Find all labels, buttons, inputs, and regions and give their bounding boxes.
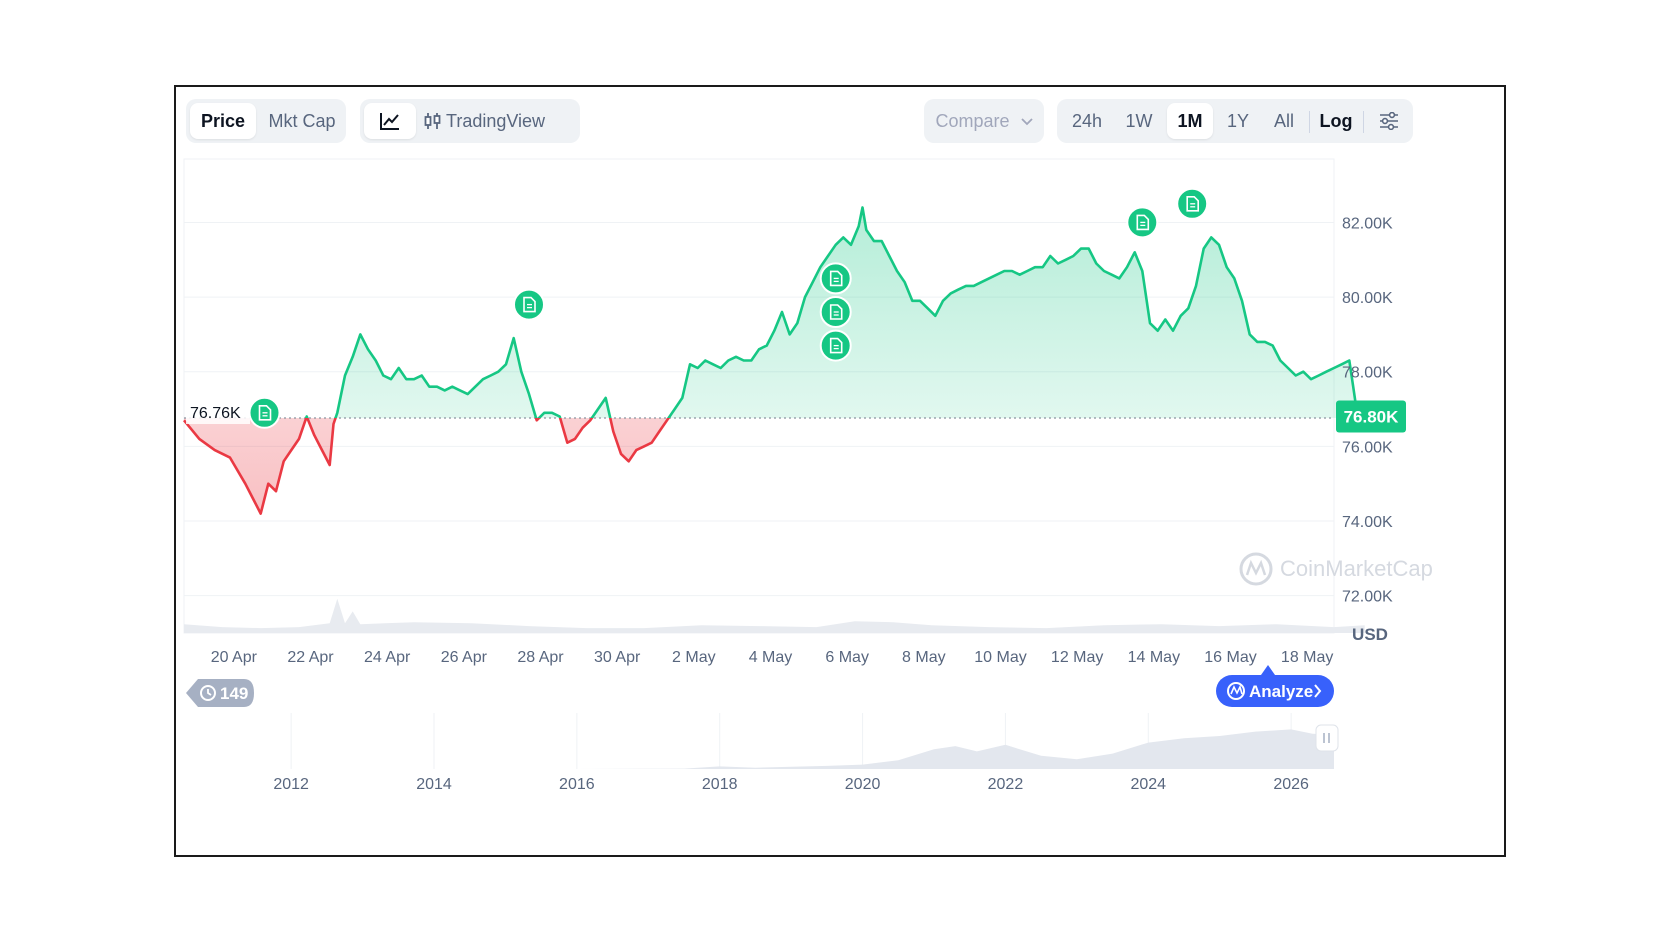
document-icon bbox=[829, 304, 843, 320]
news-marker[interactable] bbox=[1126, 206, 1159, 239]
document-icon bbox=[523, 296, 536, 313]
coinmarketcap-logo-icon bbox=[1239, 552, 1273, 586]
news-marker[interactable] bbox=[513, 288, 545, 321]
news-marker[interactable] bbox=[819, 329, 852, 362]
range-24h[interactable]: 24h bbox=[1071, 111, 1103, 131]
price-chart: CoinMarketCap 72.00K 74.00K 76.00K 78.00K 80… bbox=[182, 158, 1433, 793]
navigator[interactable]: 2012 2014 2016 2018 2020 2022 2024 2026 bbox=[184, 711, 1339, 793]
range-tabs: 24h 1W 1M 1Y All Log bbox=[1057, 99, 1413, 143]
candlestick-icon bbox=[424, 113, 441, 129]
range-1w[interactable]: 1W bbox=[1125, 111, 1153, 131]
news-marker[interactable] bbox=[248, 396, 281, 429]
navigator-tick-label: 2026 bbox=[1273, 776, 1309, 793]
volume-area bbox=[184, 598, 1365, 633]
chart-mode-tabs: TradingView bbox=[360, 99, 580, 143]
tradingview-label: TradingView bbox=[446, 111, 546, 131]
navigator-area bbox=[184, 729, 1334, 769]
baseline-label: 76.76K bbox=[186, 400, 250, 425]
x-tick-label: 22 Apr bbox=[287, 649, 334, 666]
news-count-badge[interactable]: 149 bbox=[186, 679, 254, 707]
tab-price[interactable]: Price bbox=[190, 103, 256, 139]
y-tick-label: 72.00K bbox=[1342, 589, 1393, 606]
x-tick-label: 4 May bbox=[749, 649, 793, 666]
svg-text:76.76K: 76.76K bbox=[190, 405, 241, 422]
analyze-button[interactable]: Analyze bbox=[1216, 665, 1334, 707]
x-tick-label: 20 Apr bbox=[211, 649, 258, 666]
navigator-tick-label: 2022 bbox=[988, 776, 1024, 793]
range-all[interactable]: All bbox=[1273, 111, 1294, 131]
x-tick-label: 30 Apr bbox=[594, 649, 641, 666]
chevron-down-icon bbox=[1020, 118, 1033, 126]
range-1m[interactable]: 1M bbox=[1167, 103, 1213, 139]
view-tabs: Price Mkt Cap bbox=[186, 99, 346, 143]
compare-dropdown[interactable]: Compare bbox=[924, 99, 1044, 143]
watermark-text: CoinMarketCap bbox=[1280, 556, 1433, 581]
navigator-tick-label: 2018 bbox=[702, 776, 738, 793]
x-tick-label: 18 May bbox=[1281, 649, 1333, 666]
news-marker[interactable] bbox=[1176, 187, 1209, 220]
settings-divider bbox=[1363, 111, 1364, 133]
y-tick-label: 74.00K bbox=[1342, 514, 1393, 531]
x-tick-label: 8 May bbox=[902, 649, 946, 666]
news-marker[interactable] bbox=[819, 262, 852, 295]
x-tick-label: 24 Apr bbox=[364, 649, 411, 666]
x-tick-label: 28 Apr bbox=[517, 649, 564, 666]
range-divider bbox=[1309, 111, 1310, 133]
y-tick-label: 82.00K bbox=[1342, 215, 1393, 232]
svg-text:76.80K: 76.80K bbox=[1344, 408, 1400, 427]
log-toggle[interactable]: Log bbox=[1319, 111, 1353, 131]
analyze-icon bbox=[1227, 682, 1245, 700]
analyze-label: Analyze bbox=[1249, 682, 1313, 701]
price-area-down bbox=[184, 418, 669, 514]
chart-widget: Price Mkt Cap TradingView Compare bbox=[174, 85, 1506, 857]
price-line-up bbox=[304, 206, 1366, 419]
x-tick-label: 6 May bbox=[825, 649, 869, 666]
document-icon bbox=[258, 404, 272, 421]
news-count: 149 bbox=[220, 684, 248, 703]
currency-label: USD bbox=[1352, 625, 1388, 644]
navigator-tick-label: 2016 bbox=[559, 776, 595, 793]
y-tick-label: 76.00K bbox=[1342, 439, 1393, 456]
y-tick-label: 80.00K bbox=[1342, 290, 1393, 307]
y-tick-label: 78.00K bbox=[1342, 365, 1393, 382]
news-marker[interactable] bbox=[819, 296, 852, 328]
navigator-tick-label: 2020 bbox=[845, 776, 881, 793]
line-chart-button[interactable] bbox=[364, 103, 416, 139]
price-area-up bbox=[184, 207, 1365, 419]
document-icon bbox=[829, 337, 843, 354]
x-tick-label: 16 May bbox=[1204, 649, 1256, 666]
navigator-tick-label: 2012 bbox=[273, 776, 309, 793]
x-tick-label: 12 May bbox=[1051, 649, 1103, 666]
navigator-tick-label: 2014 bbox=[416, 776, 452, 793]
history-icon bbox=[200, 685, 216, 701]
compare-button: Compare bbox=[928, 103, 1040, 139]
x-tick-label: 26 Apr bbox=[441, 649, 488, 666]
range-1y[interactable]: 1Y bbox=[1226, 111, 1250, 131]
chevron-right-icon bbox=[1314, 684, 1322, 698]
document-icon bbox=[1186, 196, 1200, 212]
x-tick-label: 10 May bbox=[974, 649, 1026, 666]
x-tick-label: 2 May bbox=[672, 649, 716, 666]
compare-label: Compare bbox=[935, 111, 1010, 131]
document-icon bbox=[829, 270, 843, 287]
document-icon bbox=[1136, 214, 1150, 231]
tradingview-button[interactable]: TradingView bbox=[424, 103, 574, 139]
tab-mkt-cap[interactable]: Mkt Cap bbox=[268, 111, 336, 131]
sliders-icon bbox=[1380, 111, 1398, 131]
current-price-tag: 76.80K bbox=[1336, 400, 1406, 433]
navigator-handle[interactable] bbox=[1315, 724, 1339, 752]
chart-settings-button[interactable] bbox=[1369, 103, 1409, 139]
line-chart-icon bbox=[380, 113, 399, 130]
navigator-tick-label: 2024 bbox=[1130, 776, 1166, 793]
x-tick-label: 14 May bbox=[1128, 649, 1180, 666]
